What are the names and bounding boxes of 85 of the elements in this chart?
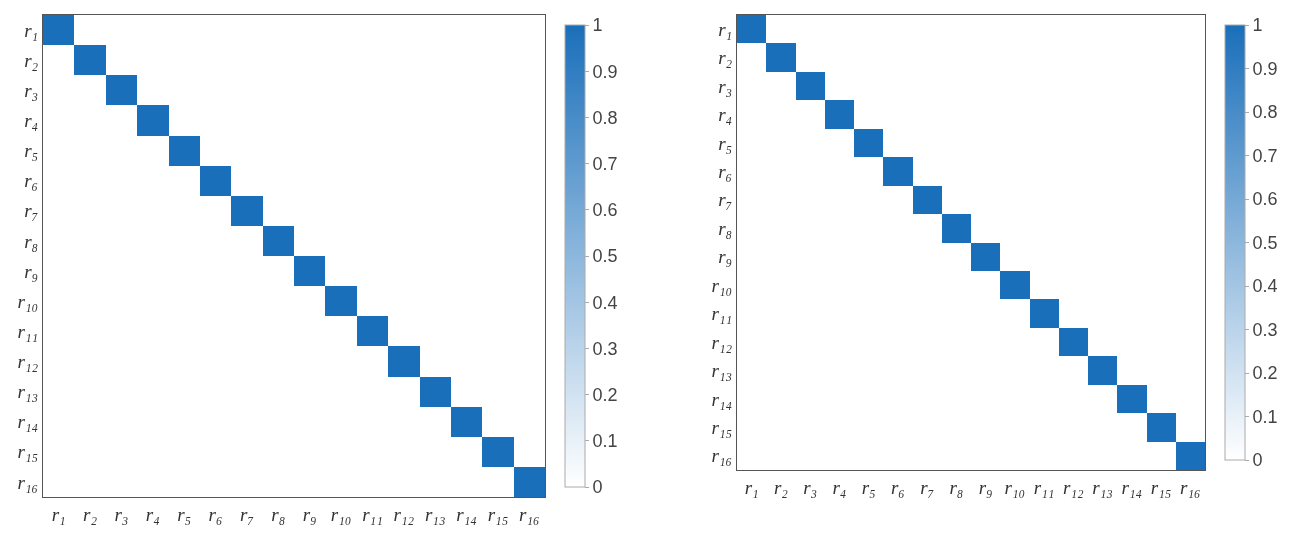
x-tick-label: r₁₆ (1180, 476, 1201, 498)
y-tick-label: r₆ (718, 161, 733, 183)
x-tick-label: r₁ (51, 503, 66, 525)
y-tick-label: r₂ (24, 49, 39, 71)
x-tick-label: r₁₀ (330, 503, 352, 525)
color-bar-label: 0.3 (1252, 319, 1278, 340)
y-tick-label: r₁₂ (711, 331, 733, 353)
x-tick-label: r₁₅ (487, 503, 509, 525)
x-tick-label: r₈ (949, 476, 964, 498)
x-tick-label: r₂ (773, 476, 789, 498)
x-tick-label: r₆ (208, 503, 223, 525)
x-tick-label: r₁₁ (1033, 476, 1055, 498)
x-tick-label: r₁₁ (362, 503, 383, 525)
y-tick-label: r₁₅ (711, 416, 733, 438)
x-tick-label: r₄ (145, 503, 160, 525)
x-tick-label: r₅ (177, 503, 192, 525)
y-tick-label: r₁₀ (17, 290, 39, 312)
x-tick-label: r₃ (803, 476, 818, 498)
color-bar-label: 0.9 (1252, 58, 1278, 79)
color-bar-label: 0.8 (1252, 102, 1278, 123)
x-tick-label: r₉ (302, 503, 317, 525)
y-tick-label: r₉ (718, 246, 733, 268)
color-bar-label: 0.9 (592, 61, 618, 82)
x-tick-label: r₁₃ (424, 503, 446, 525)
y-tick-label: r₁₅ (17, 441, 39, 463)
x-tick-label: r₂ (83, 503, 98, 525)
color-bar-label: 0.8 (592, 107, 618, 128)
y-tick-label: r₇ (718, 189, 733, 211)
y-tick-label: r₁₁ (711, 303, 733, 325)
color-bar-label: 1 (592, 15, 603, 36)
color-bar-label: 0.1 (1252, 406, 1278, 427)
x-tick-label: r₁₂ (393, 503, 415, 525)
y-tick-label: r₄ (24, 110, 39, 132)
y-tick-label: r₉ (24, 260, 39, 282)
color-bar-label: 1 (1252, 15, 1263, 36)
y-tick-label: r₁₃ (711, 360, 733, 382)
y-tick-label: r₅ (24, 140, 39, 162)
color-bar-label: 0.3 (592, 338, 618, 359)
x-tick-label: r₄ (832, 476, 847, 498)
color-bar-label: 0.7 (592, 153, 618, 174)
x-tick-label: r₁₆ (519, 503, 540, 525)
x-tick-label: r₅ (861, 476, 876, 498)
y-tick-label: r₃ (24, 79, 39, 101)
y-tick-label: r₆ (24, 170, 39, 192)
x-tick-label: r₁₄ (1121, 476, 1143, 498)
y-tick-label: r₁ (24, 19, 39, 41)
color-bar-label: 0.4 (592, 292, 618, 313)
color-bar-label: 0 (1252, 450, 1263, 471)
color-bar-label: 0.6 (1252, 189, 1278, 210)
x-tick-label: r₃ (114, 503, 129, 525)
x-tick-label: r₁₂ (1063, 476, 1085, 498)
x-tick-label: r₁ (744, 476, 759, 498)
y-tick-label: r₅ (718, 132, 733, 154)
color-bar-label: 0.6 (592, 200, 618, 221)
y-tick-label: r₁₁ (17, 320, 39, 342)
color-bar-label: 0.5 (592, 246, 618, 267)
color-bar-label: 0.2 (1252, 363, 1278, 384)
y-tick-label: r₃ (718, 75, 733, 97)
y-tick-label: r₄ (718, 104, 733, 126)
y-tick-label: r₂ (718, 47, 733, 69)
x-tick-label: r₁₃ (1092, 476, 1113, 498)
x-tick-label: r₇ (920, 476, 935, 498)
y-tick-label: r₇ (24, 200, 39, 222)
y-tick-label: r₈ (718, 217, 733, 239)
color-bar-label: 0.2 (592, 384, 618, 405)
y-tick-label: r₈ (24, 230, 39, 252)
y-tick-label: r₁₄ (17, 411, 39, 433)
color-bar-label: 0 (592, 477, 603, 498)
x-tick-label: r₉ (978, 476, 993, 498)
y-tick-label: r₁₄ (711, 388, 733, 410)
x-tick-label: r₁₅ (1150, 476, 1172, 498)
color-bar-label: 0.5 (1252, 232, 1278, 253)
color-bar-label: 0.4 (1252, 276, 1278, 297)
y-tick-label: r₁ (718, 18, 733, 40)
x-tick-label: r₁₄ (456, 503, 477, 525)
y-tick-label: r₁₃ (17, 381, 39, 403)
x-tick-label: r₇ (239, 503, 255, 525)
x-tick-label: r₆ (890, 476, 905, 498)
x-tick-label: r₈ (271, 503, 286, 525)
color-bar-label: 0.1 (592, 431, 618, 452)
y-tick-label: r₁₀ (711, 274, 733, 296)
y-tick-label: r₁₆ (711, 445, 733, 467)
x-tick-label: r₁₀ (1004, 476, 1026, 498)
color-bar-label: 0.7 (1252, 145, 1278, 166)
y-tick-label: r₁₂ (17, 351, 39, 373)
